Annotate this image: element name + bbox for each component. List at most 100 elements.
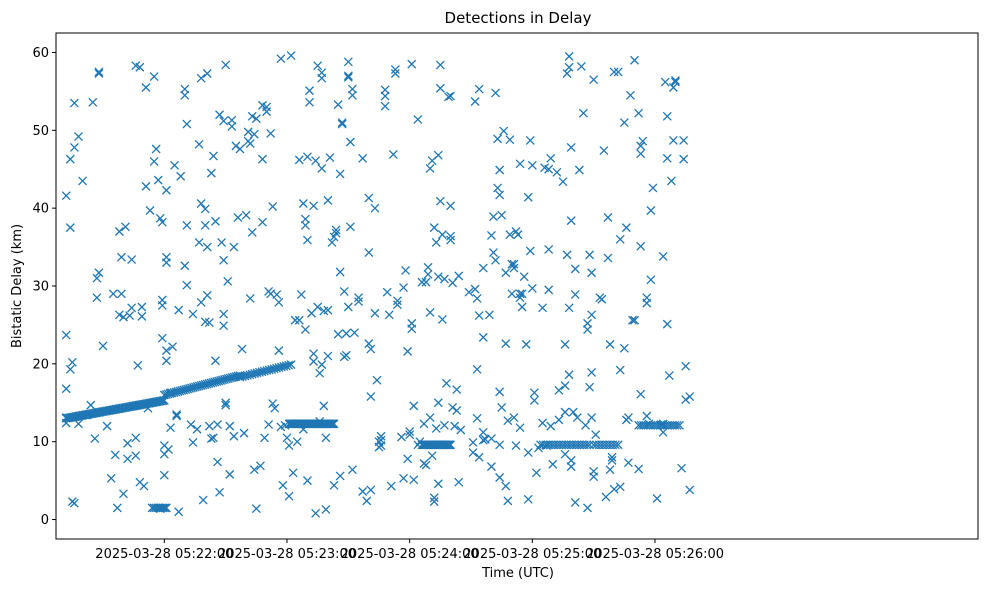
data-point (564, 62, 574, 72)
data-point (258, 217, 267, 227)
data-point (206, 168, 216, 178)
data-point (137, 302, 147, 312)
data-point (313, 302, 323, 312)
data-point (435, 60, 445, 70)
data-point (92, 273, 102, 283)
data-point (452, 406, 462, 416)
data-point (607, 455, 617, 465)
data-point (668, 83, 678, 92)
data-point (609, 67, 619, 77)
data-point (116, 252, 126, 262)
data-point (331, 225, 341, 235)
data-point (221, 60, 231, 70)
data-point (78, 176, 88, 186)
data-point (433, 272, 443, 282)
data-point (170, 160, 180, 170)
data-point (233, 213, 243, 222)
data-point (298, 199, 308, 208)
data-point (380, 85, 390, 95)
data-point (221, 398, 231, 408)
data-point (317, 73, 327, 83)
x-tick-label: 2025-03-28 05:25:00 (463, 547, 601, 562)
data-point (123, 438, 133, 448)
data-point (345, 137, 355, 147)
data-point (446, 201, 456, 211)
data-point (198, 495, 208, 505)
y-tick-label: 30 (32, 280, 49, 295)
data-point (69, 498, 79, 508)
data-point (679, 135, 689, 145)
data-point (239, 428, 249, 438)
data-point (196, 73, 206, 83)
data-point (335, 169, 345, 179)
data-point (247, 111, 257, 121)
data-point (628, 315, 637, 325)
data-point (495, 165, 505, 175)
data-point (501, 339, 511, 349)
data-point (664, 371, 674, 380)
x-axis-label: Time (UTC) (481, 566, 554, 581)
data-point (677, 463, 687, 473)
data-point (213, 457, 222, 467)
data-point (390, 69, 400, 78)
data-point (544, 285, 554, 295)
data-point (272, 290, 282, 300)
data-point (478, 435, 488, 445)
data-point (204, 421, 214, 431)
data-point (339, 286, 349, 296)
data-point (505, 230, 515, 240)
data-point (247, 227, 257, 237)
plot-area (56, 33, 978, 539)
data-point (409, 475, 419, 485)
data-point (286, 51, 296, 61)
data-point (302, 476, 312, 486)
data-point (474, 452, 484, 462)
data-point (560, 339, 570, 349)
data-point (681, 395, 691, 405)
data-point (88, 97, 98, 107)
data-point (321, 433, 331, 443)
data-point (554, 385, 564, 395)
data-point (538, 303, 548, 313)
data-point (161, 346, 171, 356)
data-point (309, 201, 319, 211)
data-point (337, 119, 347, 129)
data-point (611, 440, 620, 450)
data-point (347, 465, 357, 475)
data-point (431, 237, 441, 247)
data-point (157, 396, 166, 406)
data-point (159, 470, 169, 480)
data-point (405, 427, 415, 437)
data-point (636, 149, 646, 159)
data-point (486, 462, 496, 472)
data-point (523, 192, 533, 202)
data-point (474, 84, 484, 94)
data-point (341, 329, 351, 338)
data-point (106, 473, 116, 483)
data-point (386, 481, 396, 491)
data-point (274, 297, 284, 307)
data-point (621, 223, 631, 233)
data-point (529, 388, 539, 398)
data-point (509, 259, 519, 269)
data-point (158, 503, 168, 513)
data-point (158, 396, 168, 406)
data-point (161, 503, 171, 513)
data-point (601, 492, 611, 502)
data-point (589, 75, 599, 85)
data-point (302, 152, 312, 162)
data-point (364, 193, 374, 203)
chart-title: Detections in Delay (445, 9, 592, 27)
data-point (319, 401, 329, 411)
data-point (589, 472, 599, 482)
data-point (172, 409, 182, 419)
data-point (98, 341, 108, 351)
data-point (472, 413, 482, 423)
data-point (229, 242, 239, 252)
data-point (237, 344, 247, 354)
data-point (202, 290, 212, 300)
data-point (364, 248, 374, 257)
data-point (399, 283, 408, 293)
data-point (446, 440, 456, 450)
data-point (221, 400, 231, 410)
